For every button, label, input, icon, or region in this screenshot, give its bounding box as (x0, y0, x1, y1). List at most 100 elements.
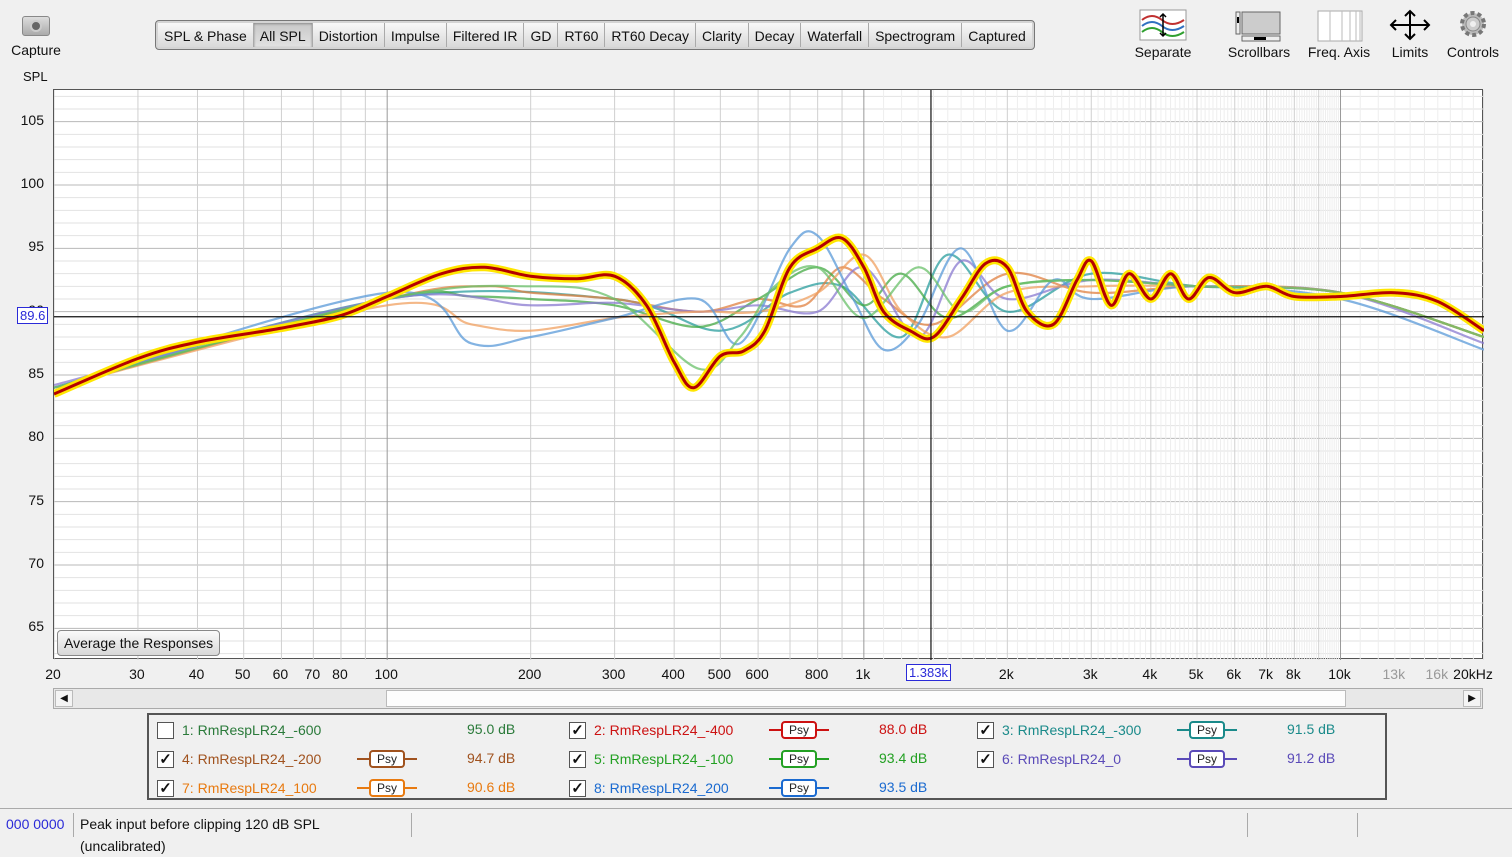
x-tick-label: 60 (272, 666, 289, 682)
cursor-x-readout: 1.383k (905, 664, 951, 681)
psy-label: Psy (781, 779, 818, 797)
psy-smoothing-toggle[interactable]: Psy (357, 779, 418, 797)
psy-smoothing-toggle[interactable]: Psy (769, 779, 830, 797)
spl-graph-canvas[interactable] (54, 90, 1484, 660)
freq-axis-button[interactable]: Freq. Axis (1303, 8, 1375, 60)
measurement-checkbox[interactable]: ✓ (569, 750, 586, 768)
x-tick-label: 8k (1285, 666, 1301, 682)
psy-label: Psy (781, 750, 818, 768)
tab-impulse[interactable]: Impulse (384, 23, 447, 47)
x-tick-label: 7k (1258, 666, 1274, 682)
x-tick-label: 40 (188, 666, 205, 682)
series-line-rmresplr24-200 (54, 230, 1484, 389)
psy-smoothing-toggle[interactable]: Psy (769, 750, 830, 768)
x-tick-label: 2k (998, 666, 1014, 682)
controls-button[interactable]: Controls (1445, 8, 1501, 60)
tab-rt60-decay[interactable]: RT60 Decay (605, 23, 696, 47)
tab-all-spl[interactable]: All SPL (253, 23, 313, 47)
psy-smoothing-toggle[interactable]: Psy (1177, 750, 1238, 768)
limits-label: Limits (1391, 44, 1429, 60)
psy-label: Psy (369, 750, 406, 768)
scrollbars-button[interactable]: Scrollbars (1225, 8, 1293, 60)
tab-spectrogram[interactable]: Spectrogram (869, 23, 963, 47)
legend-item-number: 8: (594, 780, 606, 796)
tab-filtered-ir[interactable]: Filtered IR (446, 23, 525, 47)
measurement-legend: 1: RmRespLR24_-600 95.0 dB ✓ 2: RmRespLR24_… (147, 713, 1387, 800)
capture-label: Capture (11, 42, 61, 58)
legend-item-name[interactable]: RmRespLR24_-300 (1017, 722, 1142, 738)
legend-item-name[interactable]: RmRespLR24_100 (197, 780, 317, 796)
measurement-checkbox[interactable]: ✓ (157, 779, 174, 797)
scroll-right-arrow[interactable]: ▶ (1463, 690, 1481, 707)
legend-item-name[interactable]: RmRespLR24_-400 (609, 722, 734, 738)
tab-gd[interactable]: GD (524, 23, 559, 47)
scrollbars-icon (1225, 8, 1293, 44)
tab-distortion[interactable]: Distortion (312, 23, 385, 47)
x-tick-label: 30 (129, 666, 145, 682)
x-tick-label: 70 (304, 666, 321, 682)
legend-item-name[interactable]: RmRespLR24_200 (609, 780, 729, 796)
legend-item: ✓ 8: RmRespLR24_200 (569, 777, 729, 799)
horizontal-scrollbar[interactable]: ◀ ▶ (53, 688, 1483, 709)
status-cell-empty-2 (1248, 813, 1358, 837)
legend-item: 1: RmRespLR24_-600 (157, 719, 321, 741)
legend-item-value: 91.2 dB (1287, 750, 1336, 766)
legend-item-value: 93.4 dB (879, 750, 928, 766)
spl-graph[interactable] (53, 89, 1484, 660)
y-tick-label: 65 (28, 618, 44, 635)
tab-clarity[interactable]: Clarity (695, 23, 749, 47)
average-responses-button[interactable]: Average the Responses (57, 630, 221, 656)
x-tick-label: 400 (661, 666, 685, 682)
legend-item-name[interactable]: RmRespLR24_-200 (197, 751, 322, 767)
x-tick-label: 200 (517, 666, 542, 682)
limits-button[interactable]: Limits (1383, 8, 1437, 60)
measurement-checkbox[interactable]: ✓ (977, 721, 994, 739)
tab-captured[interactable]: Captured (962, 23, 1032, 47)
tab-rt60[interactable]: RT60 (558, 23, 606, 47)
psy-label: Psy (1189, 750, 1226, 768)
tab-spl-phase[interactable]: SPL & Phase (158, 23, 254, 47)
tab-decay[interactable]: Decay (748, 23, 802, 47)
x-tick-label: 4k (1142, 666, 1158, 682)
tab-waterfall[interactable]: Waterfall (801, 23, 870, 47)
x-tick-label: 20 (45, 666, 61, 682)
legend-item: ✓ 3: RmRespLR24_-300 (977, 719, 1141, 741)
legend-item: ✓ 4: RmRespLR24_-200 (157, 748, 321, 770)
graph-tabs: SPL & Phase All SPL Distortion Impulse Filte… (155, 20, 1035, 50)
legend-item-name[interactable]: RmRespLR24_-600 (197, 722, 322, 738)
capture-button[interactable]: Capture (8, 8, 64, 58)
psy-smoothing-toggle[interactable]: Psy (769, 721, 830, 739)
x-tick-label: 1k (855, 666, 871, 682)
legend-item: ✓ 6: RmRespLR24_0 (977, 748, 1121, 770)
x-tick-label: 300 (601, 666, 626, 682)
status-cell-empty (412, 813, 1248, 837)
y-tick-label: 100 (20, 175, 44, 191)
measurement-checkbox[interactable]: ✓ (157, 750, 174, 768)
status-counter: 000 0000 (0, 813, 74, 837)
psy-smoothing-toggle[interactable]: Psy (1177, 721, 1238, 739)
x-tick-label: 50 (234, 666, 251, 682)
legend-item-value: 93.5 dB (879, 779, 928, 795)
scrollbar-thumb[interactable] (386, 690, 1346, 707)
y-tick-label: 105 (20, 111, 44, 128)
psy-label: Psy (781, 721, 818, 739)
x-tick-label: 100 (374, 666, 398, 682)
limits-icon (1383, 8, 1437, 44)
measurement-checkbox[interactable]: ✓ (569, 779, 586, 797)
x-tick-label: 5k (1188, 666, 1204, 682)
measurement-checkbox[interactable] (157, 721, 174, 739)
psy-smoothing-toggle[interactable]: Psy (357, 750, 418, 768)
legend-item-name[interactable]: RmRespLR24_0 (1017, 751, 1122, 767)
gear-icon (1445, 8, 1501, 44)
x-tick-label: 20kHz (1453, 666, 1493, 682)
separate-button[interactable]: Separate (1130, 8, 1196, 60)
y-tick-label: 95 (28, 238, 44, 255)
measurement-checkbox[interactable]: ✓ (569, 721, 586, 739)
x-tick-label: 600 (745, 666, 769, 682)
scroll-left-arrow[interactable]: ◀ (55, 690, 73, 707)
x-tick-label: 6k (1226, 666, 1242, 682)
measurement-checkbox[interactable]: ✓ (977, 750, 994, 768)
legend-item-name[interactable]: RmRespLR24_-100 (609, 751, 734, 767)
y-tick-label: 70 (28, 555, 44, 571)
x-tick-label: 16k (1425, 666, 1449, 682)
